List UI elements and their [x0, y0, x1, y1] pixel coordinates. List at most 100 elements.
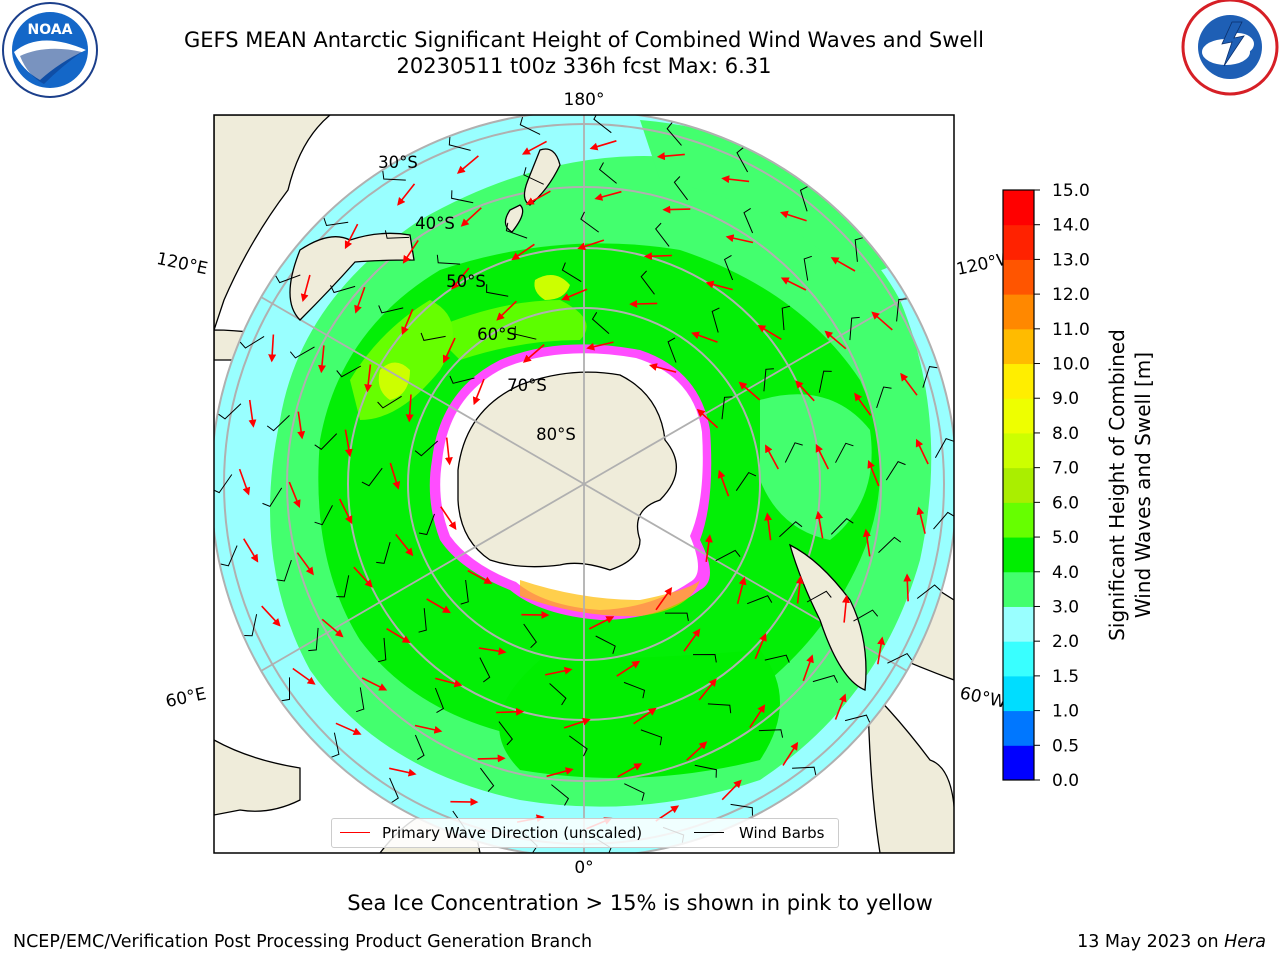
wave-arrow	[721, 175, 750, 184]
wave-arrow	[546, 767, 574, 778]
map-legend: Primary Wave Direction (unscaled) Wind B…	[331, 818, 839, 848]
wind-barb	[665, 612, 689, 621]
wind-barb	[418, 513, 435, 536]
wave-arrow	[248, 399, 257, 428]
colorbar-tick-label: 0.0	[1052, 771, 1079, 791]
wave-arrow	[442, 337, 456, 364]
wind-barb	[812, 674, 838, 683]
wind-barb	[876, 386, 892, 409]
colorbar-tick-label: 10.0	[1052, 355, 1090, 375]
wind-barb	[885, 460, 906, 481]
wind-barb	[519, 116, 541, 135]
footer-date: 13 May 2023 on Hera	[1077, 932, 1266, 952]
wave-arrow	[243, 538, 259, 563]
wind-barb	[799, 186, 808, 212]
colorbar-segment	[1003, 606, 1034, 642]
lat-label-80s: 80°S	[536, 425, 576, 444]
wave-arrow	[780, 277, 807, 291]
wind-barb	[844, 714, 871, 723]
lon-label-180: 180°	[564, 90, 605, 110]
wave-arrow	[779, 210, 807, 222]
wave-arrow	[435, 677, 463, 688]
wind-barb	[449, 375, 475, 384]
footer-date-text: 13 May 2023 on	[1077, 932, 1225, 952]
wave-arrow	[696, 408, 719, 429]
wave-arrow	[877, 636, 886, 665]
wind-barb	[818, 370, 832, 393]
wave-arrow	[725, 234, 754, 244]
wave-arrow	[444, 437, 453, 466]
wave-arrow	[292, 667, 316, 685]
wind-barb	[331, 732, 340, 758]
wind-barb	[377, 395, 402, 409]
wave-arrow	[389, 767, 417, 777]
wind-barb	[835, 442, 854, 463]
colorbar-segment	[1003, 190, 1034, 226]
wind-barb	[580, 211, 599, 233]
wind-barb	[933, 511, 954, 530]
wind-barb	[414, 440, 439, 457]
wind-barb	[323, 217, 349, 227]
wind-barb	[623, 681, 646, 699]
wind-barb	[721, 396, 733, 420]
wave-arrow	[824, 330, 847, 350]
colorbar-tick-label: 1.0	[1052, 702, 1079, 722]
sea-ice-note: Sea Ice Concentration > 15% is shown in …	[347, 891, 933, 915]
colorbar-label-line2: Wind Waves and Swell [m]	[1131, 352, 1155, 618]
colorbar-tick-label: 13.0	[1052, 250, 1090, 270]
wind-barb	[655, 222, 670, 247]
wave-arrow	[656, 152, 685, 161]
wave-arrow	[655, 586, 673, 611]
wave-arrow	[397, 183, 416, 206]
wave-arrow	[405, 394, 414, 423]
wave-arrow	[616, 660, 641, 677]
footer-credit: NCEP/EMC/Verification Post Processing Pr…	[13, 932, 593, 952]
wave-arrow	[521, 140, 547, 155]
wind-barb	[275, 274, 301, 284]
wave-arrow	[643, 252, 672, 261]
wave-arrow	[594, 190, 622, 201]
wind-barb	[330, 285, 356, 294]
wave-arrow	[648, 363, 677, 373]
colorbar-tick-label: 4.0	[1052, 563, 1079, 583]
wave-arrow	[522, 343, 545, 363]
lon-label-60e: 60°E	[164, 684, 208, 712]
wind-barb	[239, 335, 265, 349]
wind-barb	[523, 623, 537, 649]
wave-arrow	[300, 274, 311, 303]
wave-arrow	[704, 534, 713, 563]
colorbar-tick-label: 9.0	[1052, 389, 1079, 409]
wind-barb	[336, 365, 362, 378]
wave-arrow	[736, 576, 747, 604]
wave-arrow	[854, 392, 872, 416]
map-area	[214, 115, 954, 853]
wave-arrow	[782, 741, 799, 766]
wind-barb	[382, 170, 406, 181]
wave-arrow	[364, 364, 373, 393]
wave-arrow	[862, 528, 871, 557]
colorbar-tick-label: 3.0	[1052, 597, 1079, 617]
wind-barb	[281, 677, 290, 702]
wind-barb	[220, 545, 238, 567]
wave-arrow	[705, 280, 733, 291]
legend-wave-swatch	[340, 832, 370, 833]
wave-arrow	[749, 704, 766, 729]
wave-arrow	[261, 605, 281, 627]
wind-barb	[896, 298, 907, 322]
wind-barb	[887, 652, 913, 664]
wind-barb	[735, 471, 757, 491]
wave-arrow	[721, 779, 742, 801]
colorbar-tick-label: 11.0	[1052, 320, 1090, 340]
wave-arrow	[288, 481, 301, 509]
lat-label-30s: 30°S	[378, 153, 418, 172]
wind-barb	[666, 122, 682, 146]
wind-barb	[763, 368, 774, 392]
wave-arrow	[354, 286, 366, 314]
wave-arrow	[317, 345, 326, 374]
wind-barb	[480, 767, 495, 792]
colorbar-tick-label: 2.0	[1052, 632, 1079, 652]
wave-arrow	[815, 443, 830, 470]
wave-arrow	[662, 205, 691, 214]
wind-barb	[764, 654, 790, 663]
